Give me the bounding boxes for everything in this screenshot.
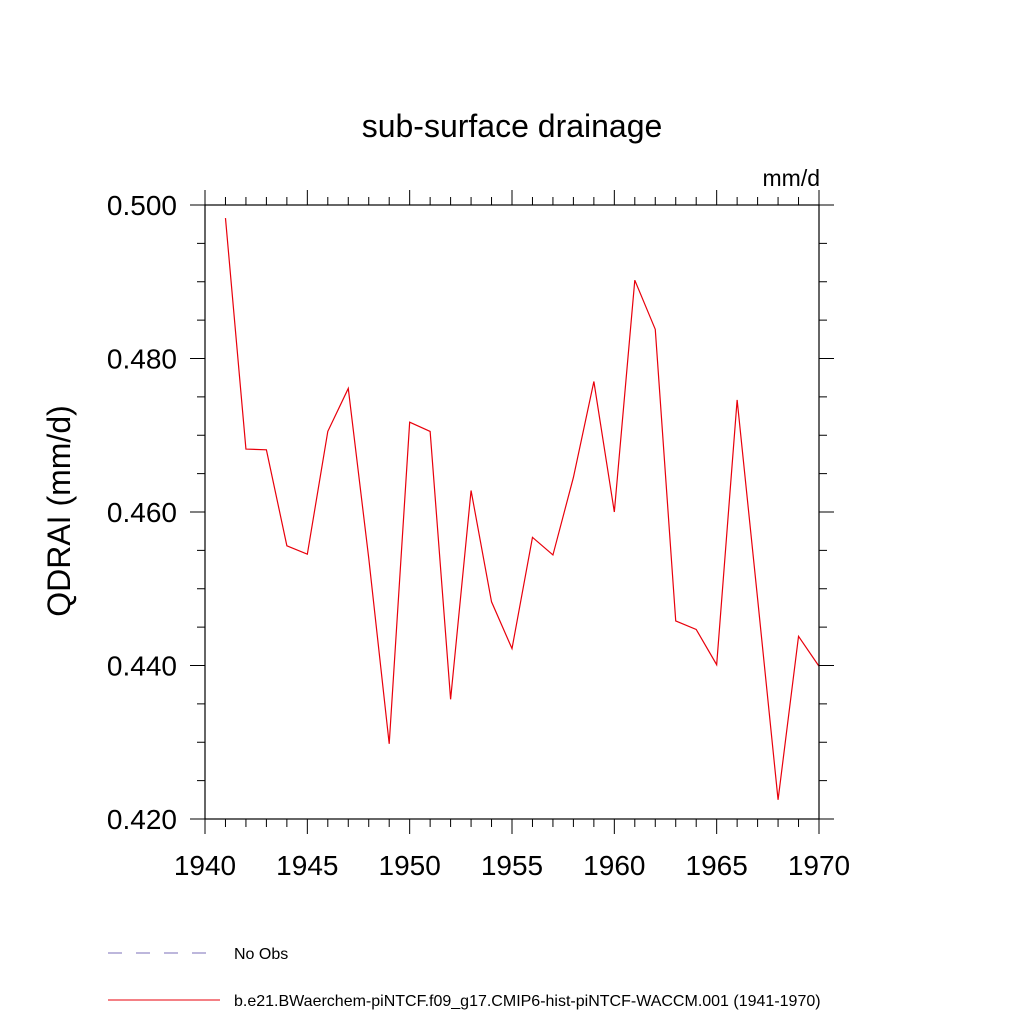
legend: No Obs b.e21.BWaerchem-piNTCF.f09_g17.CMI… xyxy=(108,946,821,1010)
y-tick-label: 0.460 xyxy=(107,497,177,528)
axis-tick-labels: 1940 1945 1950 1955 1960 1965 1970 0.420 0.440 0.… xyxy=(107,190,850,881)
legend-label: No Obs xyxy=(234,946,288,963)
x-tick-label: 1940 xyxy=(174,850,236,881)
x-tick-label: 1945 xyxy=(276,850,338,881)
x-tick-label: 1955 xyxy=(481,850,543,881)
y-axis-label: QDRAI (mm/d) xyxy=(41,405,77,617)
plot-frame xyxy=(204,204,820,820)
chart-title: sub-surface drainage xyxy=(362,108,663,144)
x-tick-label: 1965 xyxy=(686,850,748,881)
x-tick-label: 1970 xyxy=(788,850,850,881)
x-tick-label: 1950 xyxy=(379,850,441,881)
series-line-0 xyxy=(224,217,820,800)
y-tick-label: 0.440 xyxy=(107,651,177,682)
legend-label: b.e21.BWaerchem-piNTCF.f09_g17.CMIP6-his… xyxy=(234,993,821,1010)
y-tick-label: 0.500 xyxy=(107,190,177,221)
units-label: mm/d xyxy=(763,165,821,191)
x-tick-label: 1960 xyxy=(583,850,645,881)
axis-ticks xyxy=(190,190,834,834)
series-layer xyxy=(224,217,820,800)
y-tick-label: 0.480 xyxy=(107,344,177,375)
y-tick-label: 0.420 xyxy=(107,804,177,835)
